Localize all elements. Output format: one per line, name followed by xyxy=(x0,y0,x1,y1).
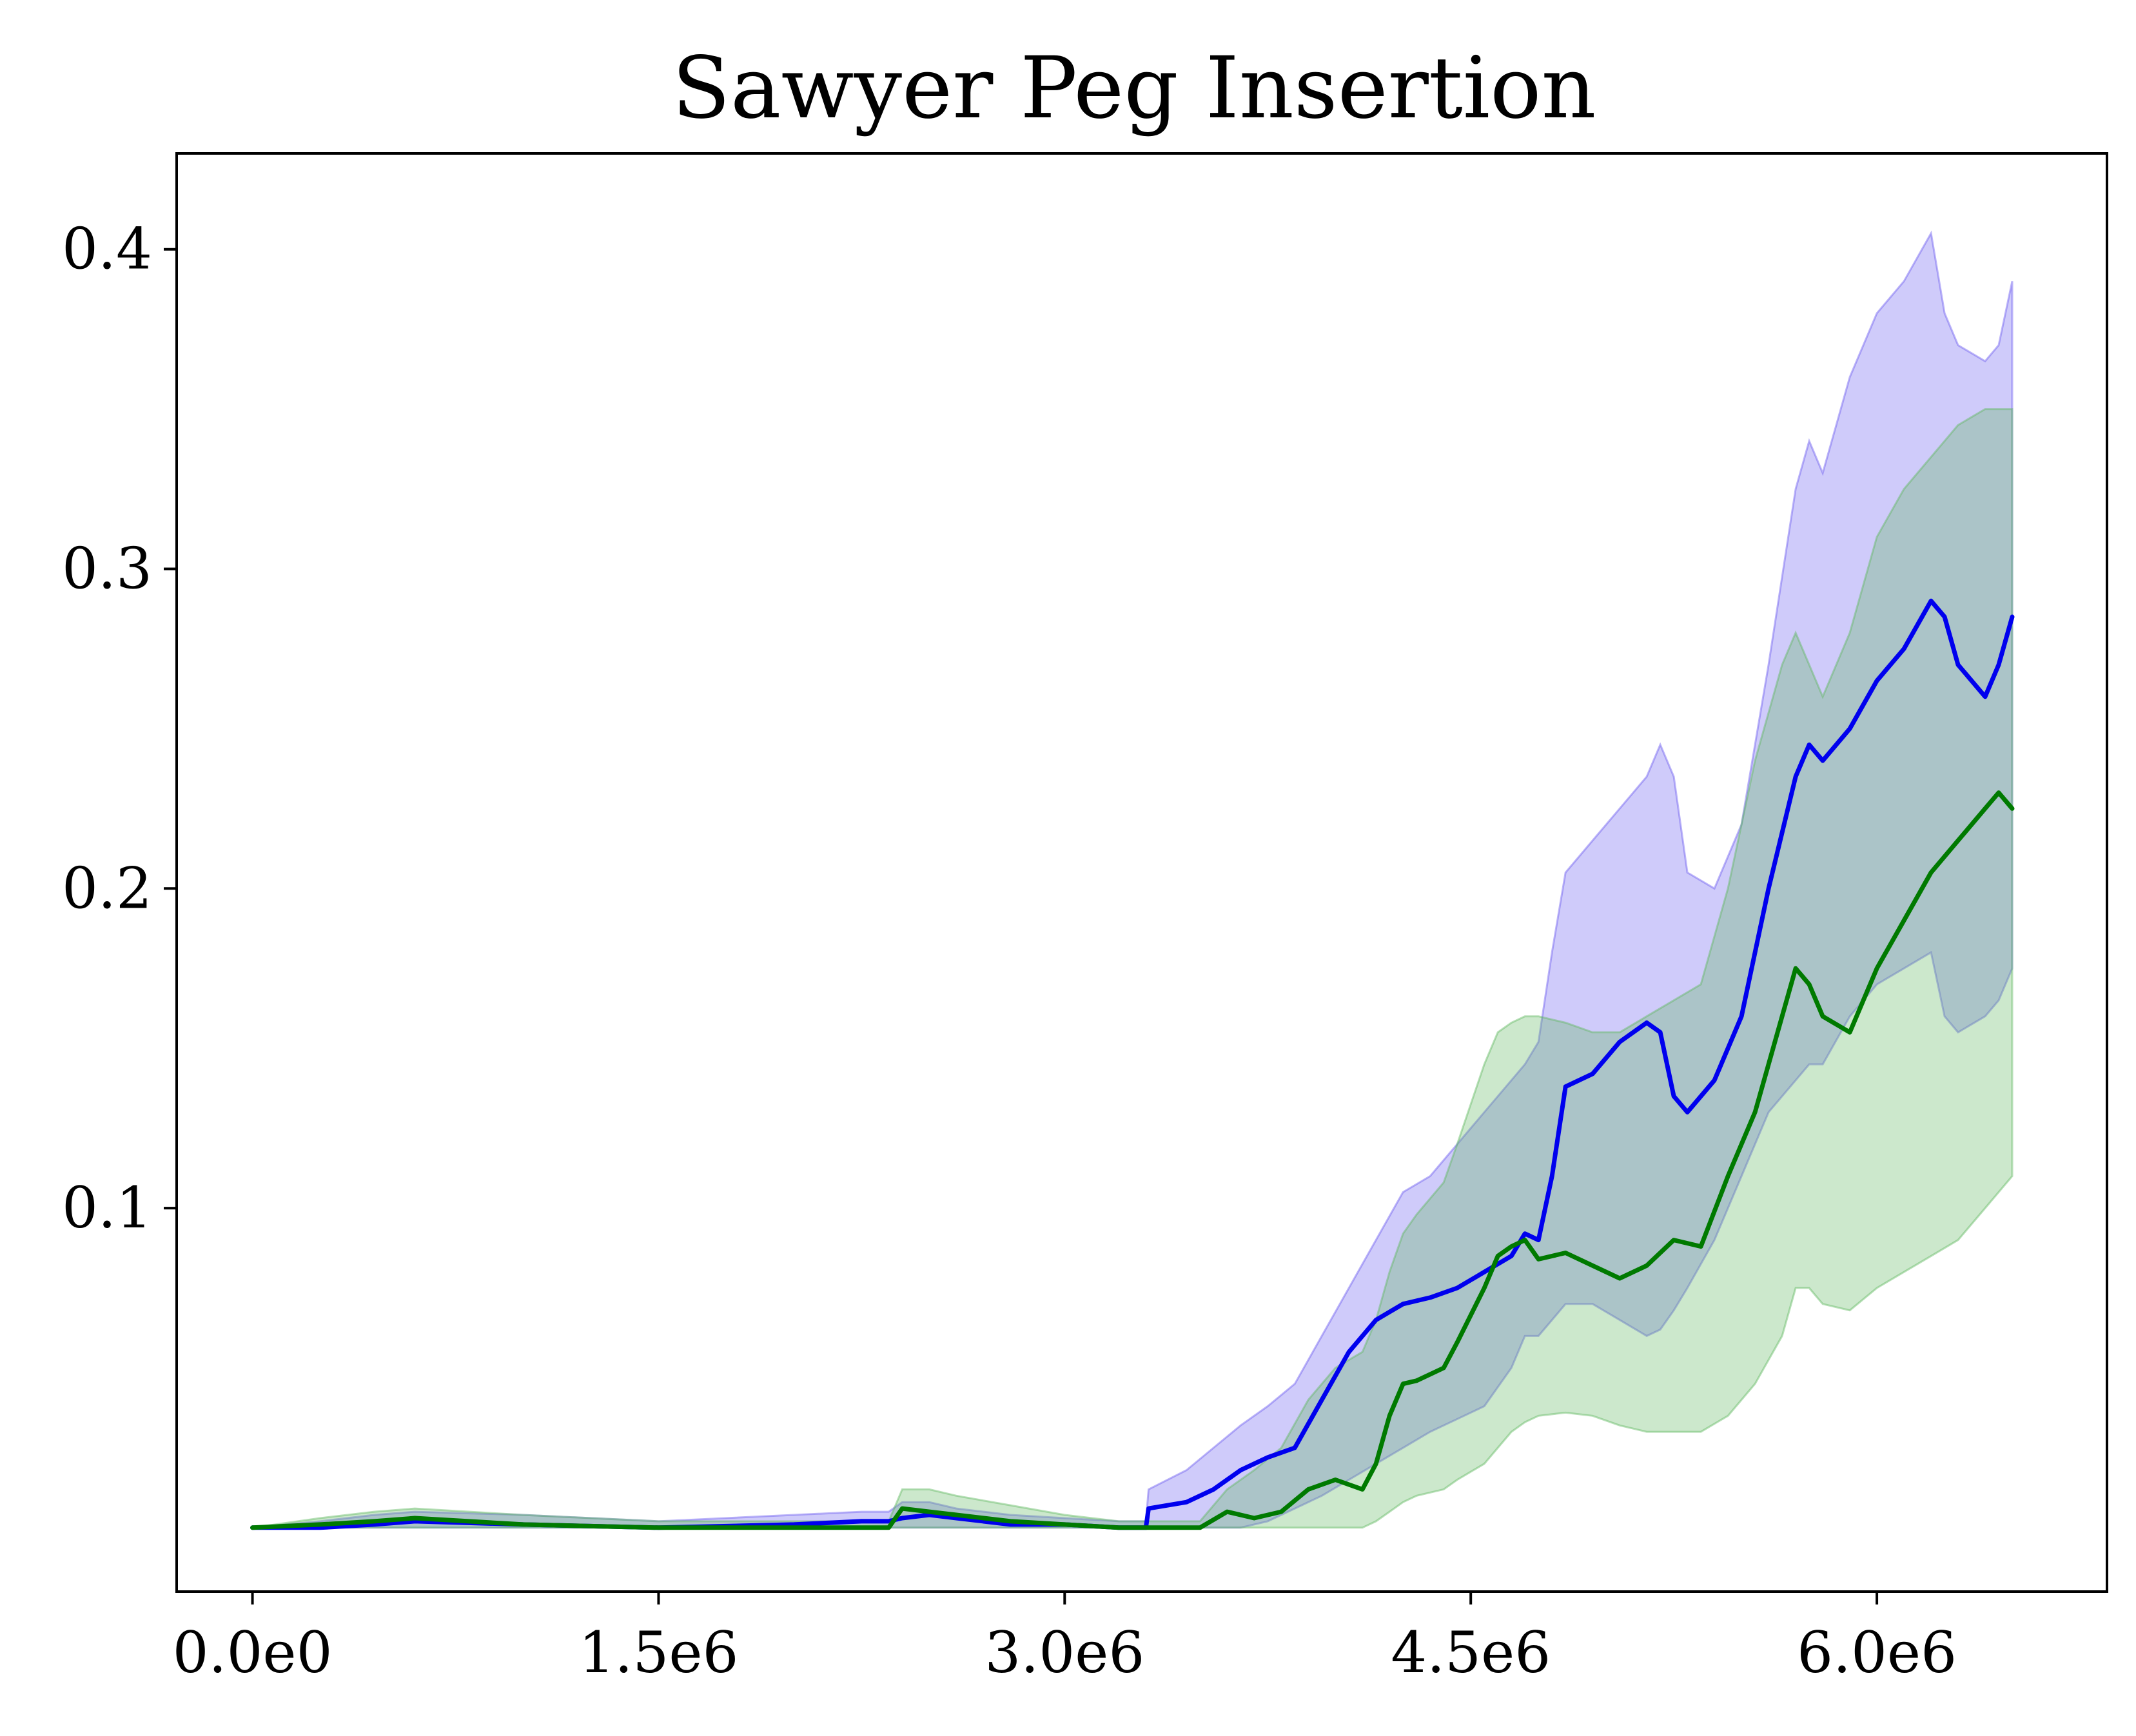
y-tick-label: 0.4 xyxy=(62,216,152,282)
y-tick-label: 0.1 xyxy=(62,1175,152,1241)
x-tick-label: 0.0e0 xyxy=(173,1619,333,1686)
confidence-bands xyxy=(252,230,2014,1529)
x-tick-label: 6.0e6 xyxy=(1797,1619,1957,1686)
series-lines xyxy=(250,598,2015,1530)
plot-frame xyxy=(175,152,2108,1593)
x-tick-label: 1.5e6 xyxy=(578,1619,738,1686)
y-tick-label: 0.2 xyxy=(62,855,152,921)
series-line-green xyxy=(250,790,2015,1530)
y-tick-label: 0.3 xyxy=(62,536,152,602)
x-tick-label: 3.0e6 xyxy=(985,1619,1144,1686)
series-line-blue xyxy=(250,598,2015,1530)
chart-title: Sawyer Peg Insertion xyxy=(672,39,1596,138)
x-axis: 0.0e0 1.5e6 3.0e6 4.5e6 6.0e6 xyxy=(173,1592,1957,1686)
band-green xyxy=(252,408,2014,1529)
y-axis: 0.1 0.2 0.3 0.4 xyxy=(62,216,177,1241)
x-tick-label: 4.5e6 xyxy=(1391,1619,1551,1686)
